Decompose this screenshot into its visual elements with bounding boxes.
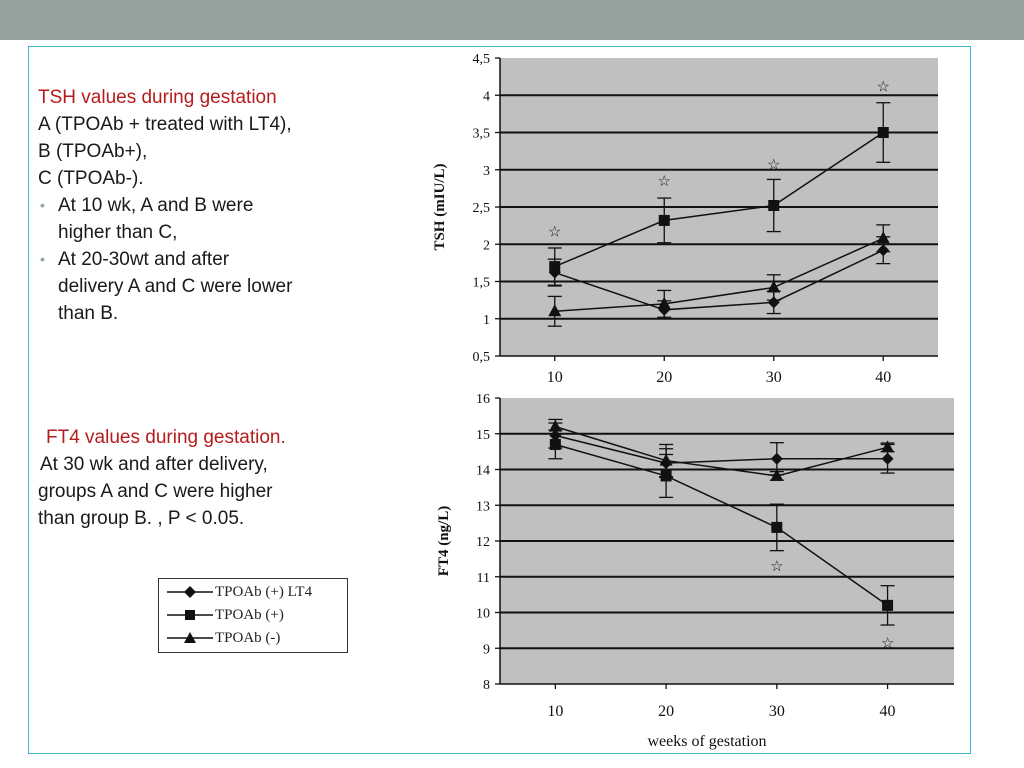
y-tick-label: 3,5 xyxy=(473,127,491,142)
square-point xyxy=(658,214,670,226)
square-point xyxy=(549,438,561,450)
y-tick-label: 4,5 xyxy=(473,52,491,67)
square-marker-icon xyxy=(167,610,213,620)
tsh-bullet-1: At 10 wk, A and B were higher than C, xyxy=(38,192,368,246)
y-tick-label: 11 xyxy=(477,571,490,586)
diamond-point xyxy=(770,452,783,465)
diamond-marker-icon xyxy=(167,586,213,598)
top-banner xyxy=(0,0,1024,40)
y-tick-label: 13 xyxy=(476,499,490,514)
bullet-line: At 20-30wt and after xyxy=(58,249,230,270)
x-tick-label: 10 xyxy=(547,369,563,386)
triangle-point xyxy=(548,304,562,317)
x-tick-label: 20 xyxy=(658,703,674,720)
y-tick-label: 16 xyxy=(476,392,490,407)
y-tick-label: 9 xyxy=(483,642,490,657)
bullet-line: higher than C, xyxy=(58,222,178,243)
charts-panel: 0,5 1 1,5 2 2,5 3 3,5 4 4,5 10 20 30 40 TSH (mIU/L) ☆ ☆… xyxy=(430,48,970,758)
significance-star: ☆ xyxy=(658,174,671,190)
series-line-triangle xyxy=(555,425,888,477)
bullet-line: At 10 wk, A and B were xyxy=(58,195,254,216)
y-tick-label: 1 xyxy=(483,313,490,328)
legend-item-neg: TPOAb (-) xyxy=(159,627,347,649)
legend-label: TPOAb (+) LT4 xyxy=(215,584,313,600)
triangle-marker-icon xyxy=(167,632,213,643)
x-tick-label: 40 xyxy=(880,703,896,720)
series-line-triangle xyxy=(554,237,884,313)
triangle-point xyxy=(659,453,673,466)
y-tick-label: 8 xyxy=(483,678,490,693)
group-a-line: A (TPOAb + treated with LT4), xyxy=(38,114,292,135)
x-tick-label: 30 xyxy=(769,703,785,720)
diamond-point xyxy=(767,296,780,309)
y-tick-label: 10 xyxy=(476,607,490,622)
square-point xyxy=(771,521,783,533)
square-point xyxy=(882,599,894,611)
significance-star: ☆ xyxy=(767,158,780,174)
triangle-point xyxy=(767,280,781,293)
y-tick-label: 0,5 xyxy=(473,350,491,365)
diamond-point xyxy=(881,452,894,465)
y-axis-label: TSH (mIU/L) xyxy=(432,163,448,250)
series-line-diamond xyxy=(555,434,888,464)
group-b-line: B (TPOAb+), xyxy=(38,141,148,162)
x-tick-label: 10 xyxy=(547,703,563,720)
triangle-point xyxy=(657,296,671,309)
y-tick-label: 15 xyxy=(476,428,490,443)
significance-star: ☆ xyxy=(877,79,890,95)
chart-ft4: 8 9 10 11 12 13 14 15 16 10 20 30 40 FT4 (ng/L) weeks … xyxy=(436,392,954,750)
significance-star: ☆ xyxy=(770,559,783,575)
slide-frame xyxy=(28,46,971,754)
series-line-square xyxy=(555,443,888,606)
square-point xyxy=(877,127,889,138)
y-tick-label: 4 xyxy=(483,89,490,104)
group-c-line: C (TPOAb-). xyxy=(38,168,144,189)
y-axis-label: FT4 (ng/L) xyxy=(436,506,452,576)
series-line-diamond xyxy=(554,249,884,311)
square-point xyxy=(549,261,561,273)
chart-tsh: 0,5 1 1,5 2 2,5 3 3,5 4 4,5 10 20 30 40 TSH (mIU/L) ☆ ☆… xyxy=(432,52,938,386)
x-axis-label: weeks of gestation xyxy=(647,733,766,750)
chart-legend: TPOAb (+) LT4 TPOAb (+) TPOAb (-) xyxy=(158,578,348,653)
triangle-point xyxy=(881,440,895,453)
y-tick-label: 14 xyxy=(476,464,490,479)
bullet-line: delivery A and C were lower xyxy=(58,276,293,297)
tsh-bullet-2: At 20-30wt and after delivery A and C we… xyxy=(38,246,368,327)
legend-label: TPOAb (+) xyxy=(215,607,284,623)
legend-item-lt4: TPOAb (+) LT4 xyxy=(159,581,347,603)
tsh-summary: TSH values during gestation A (TPOAb + t… xyxy=(38,84,368,327)
significance-star: ☆ xyxy=(881,636,894,652)
legend-label: TPOAb (-) xyxy=(215,630,281,646)
triangle-point xyxy=(770,468,784,481)
y-tick-label: 2,5 xyxy=(473,201,491,216)
ft4-summary: FT4 values during gestation. At 30 wk an… xyxy=(38,424,368,532)
ft4-line: At 30 wk and after delivery, xyxy=(40,454,268,475)
y-tick-label: 1,5 xyxy=(473,276,491,291)
ft4-heading: FT4 values during gestation. xyxy=(46,427,286,448)
y-tick-label: 12 xyxy=(476,535,490,550)
ft4-line: than group B. , P < 0.05. xyxy=(38,508,245,529)
triangle-point xyxy=(548,419,562,432)
x-tick-label: 40 xyxy=(875,369,891,386)
y-tick-label: 2 xyxy=(483,238,490,253)
significance-star: ☆ xyxy=(548,225,561,241)
legend-item-pos: TPOAb (+) xyxy=(159,604,347,626)
triangle-point xyxy=(876,231,890,244)
series-line-square xyxy=(554,131,884,268)
tsh-heading: TSH values during gestation xyxy=(38,87,277,108)
ft4-line: groups A and C were higher xyxy=(38,481,273,502)
bullet-line: than B. xyxy=(58,303,119,324)
y-tick-label: 3 xyxy=(483,164,490,179)
x-tick-label: 30 xyxy=(766,369,782,386)
square-point xyxy=(768,200,780,212)
x-tick-label: 20 xyxy=(656,369,672,386)
charts-svg: 0,5 1 1,5 2 2,5 3 3,5 4 4,5 10 20 30 40 TSH (mIU/L) ☆ ☆… xyxy=(432,52,954,750)
